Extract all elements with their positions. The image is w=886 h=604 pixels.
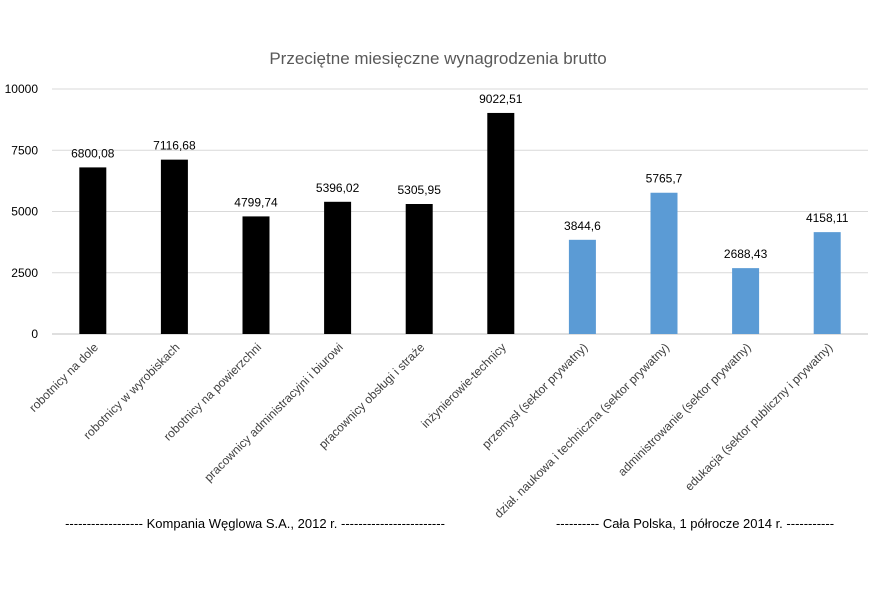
- bar-value-label: 4799,74: [234, 195, 278, 209]
- bar: [732, 268, 760, 334]
- bar: [405, 204, 433, 334]
- bar: [160, 159, 188, 334]
- bar: [324, 201, 352, 334]
- x-tick-label: inżynierowie-technicy: [418, 340, 509, 431]
- group-label-kompania: ------------------ Kompania Węglowa S.A.…: [65, 516, 445, 531]
- bars: [79, 112, 841, 334]
- y-axis-ticks: 0 2500 5000 7500 10000: [5, 82, 39, 341]
- y-tick-label: 10000: [5, 82, 39, 96]
- bar-value-label: 5305,95: [398, 183, 442, 197]
- y-tick-label: 5000: [11, 205, 38, 219]
- bar: [813, 232, 841, 334]
- bar-value-label: 9022,51: [479, 92, 523, 106]
- bar-value-label: 4158,11: [806, 211, 849, 225]
- x-tick-label: administrowanie (sektor prywatny): [615, 340, 754, 479]
- x-tick-label: robotnicy na dole: [26, 340, 101, 415]
- bar-value-label: 3844,6: [564, 219, 601, 233]
- bar-value-label: 2688,43: [724, 247, 768, 261]
- y-tick-label: 0: [31, 327, 38, 341]
- bar-value-label: 7116,68: [153, 139, 196, 153]
- bar: [650, 192, 678, 334]
- y-tick-label: 2500: [11, 266, 38, 280]
- bar: [242, 216, 270, 334]
- data-labels: 6800,08 7116,68 4799,74 5396,02 5305,95 9022,…: [71, 92, 849, 261]
- bar-value-label: 6800,08: [71, 146, 115, 160]
- x-tick-label: pracownicy administracyjni i biurowi: [201, 340, 345, 484]
- x-tick-label: edukacja (sektor publiczny i prywatny): [682, 340, 835, 493]
- bar: [568, 239, 596, 334]
- bar-value-label: 5396,02: [316, 181, 360, 195]
- x-tick-label: dział. naukowa i techniczna (sektor pryw…: [491, 340, 672, 521]
- chart-title: Przeciętne miesięczne wynagrodzenia brut…: [269, 49, 606, 68]
- y-tick-label: 7500: [11, 143, 38, 157]
- bar: [79, 167, 107, 334]
- bar: [487, 112, 515, 334]
- bar-value-label: 5765,7: [646, 172, 683, 186]
- gridlines: [52, 88, 868, 335]
- group-label-polska: ---------- Cała Polska, 1 półrocze 2014 …: [556, 516, 834, 531]
